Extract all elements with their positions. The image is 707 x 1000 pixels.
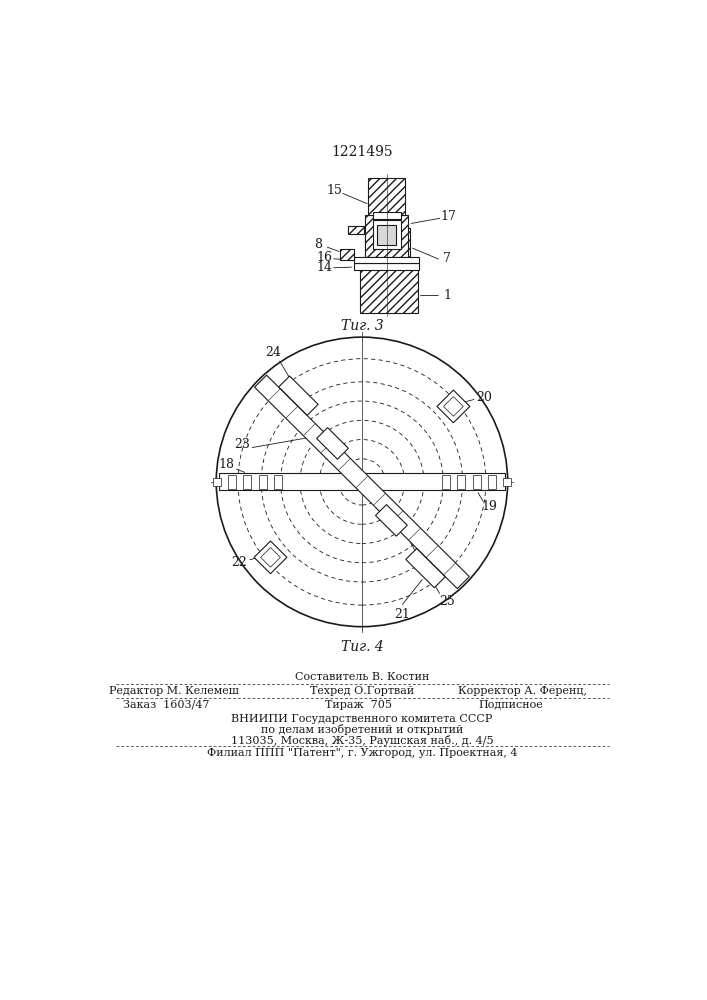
Text: ВНИИПИ Государственного комитета СССР: ВНИИПИ Государственного комитета СССР (231, 714, 493, 724)
Text: Τиг. 4: Τиг. 4 (341, 640, 383, 654)
Text: 19: 19 (482, 500, 498, 513)
Bar (373, 212, 401, 219)
Bar (228, 475, 235, 489)
Bar (340, 249, 354, 260)
Bar (354, 263, 419, 270)
Text: по делам изобретений и открытий: по делам изобретений и открытий (261, 724, 463, 735)
Bar (360, 262, 418, 312)
Text: Τиг. 3: Τиг. 3 (341, 319, 383, 333)
Text: 16: 16 (317, 251, 333, 264)
Polygon shape (437, 390, 470, 423)
Polygon shape (254, 541, 287, 574)
Bar (213, 478, 221, 486)
Text: 14: 14 (317, 261, 333, 274)
Text: 1221495: 1221495 (331, 145, 393, 159)
Bar (274, 475, 282, 489)
Bar (365, 215, 409, 257)
Circle shape (215, 336, 509, 628)
Text: Составитель В. Костин: Составитель В. Костин (295, 672, 429, 682)
Text: 25: 25 (439, 595, 455, 608)
Bar (457, 475, 465, 489)
Text: 24: 24 (265, 346, 281, 359)
Bar (218, 473, 362, 490)
Bar (365, 228, 410, 265)
Text: 7: 7 (443, 252, 451, 265)
Bar (473, 475, 481, 489)
Polygon shape (261, 548, 281, 567)
Text: 17: 17 (440, 210, 457, 223)
Text: Тираж  705: Тираж 705 (325, 700, 392, 710)
Text: 22: 22 (232, 556, 247, 569)
Bar (354, 257, 419, 263)
Text: 20: 20 (477, 391, 492, 404)
Bar (362, 473, 506, 490)
Polygon shape (279, 376, 318, 415)
Text: 23: 23 (234, 438, 250, 451)
Bar (373, 220, 401, 249)
Polygon shape (375, 505, 407, 536)
Text: Техред О.Гортвай: Техред О.Гортвай (310, 686, 414, 696)
Bar (259, 475, 267, 489)
Polygon shape (255, 375, 469, 589)
Bar (368, 178, 405, 215)
Bar (503, 478, 510, 486)
Text: 15: 15 (326, 184, 342, 197)
Text: 8: 8 (315, 238, 322, 251)
Text: Подписное: Подписное (479, 700, 543, 710)
Polygon shape (406, 549, 445, 588)
Text: Филиал ППП "Патент", г. Ужгород, ул. Проектная, 4: Филиал ППП "Патент", г. Ужгород, ул. Про… (206, 748, 518, 758)
Text: Корректор А. Ференц,: Корректор А. Ференц, (458, 686, 587, 696)
Text: 1: 1 (443, 289, 451, 302)
Bar (489, 475, 496, 489)
Text: 21: 21 (395, 608, 410, 621)
Bar (243, 475, 251, 489)
Text: 18: 18 (218, 458, 234, 471)
Bar (378, 225, 396, 245)
Bar (348, 226, 363, 234)
Text: 113035, Москва, Ж-35, Раушская наб., д. 4/5: 113035, Москва, Ж-35, Раушская наб., д. … (230, 735, 493, 746)
Bar (442, 475, 450, 489)
Polygon shape (317, 428, 349, 459)
Text: Заказ  1603/47: Заказ 1603/47 (122, 700, 209, 710)
Polygon shape (443, 397, 463, 416)
Text: Редактор М. Келемеш: Редактор М. Келемеш (109, 686, 239, 696)
